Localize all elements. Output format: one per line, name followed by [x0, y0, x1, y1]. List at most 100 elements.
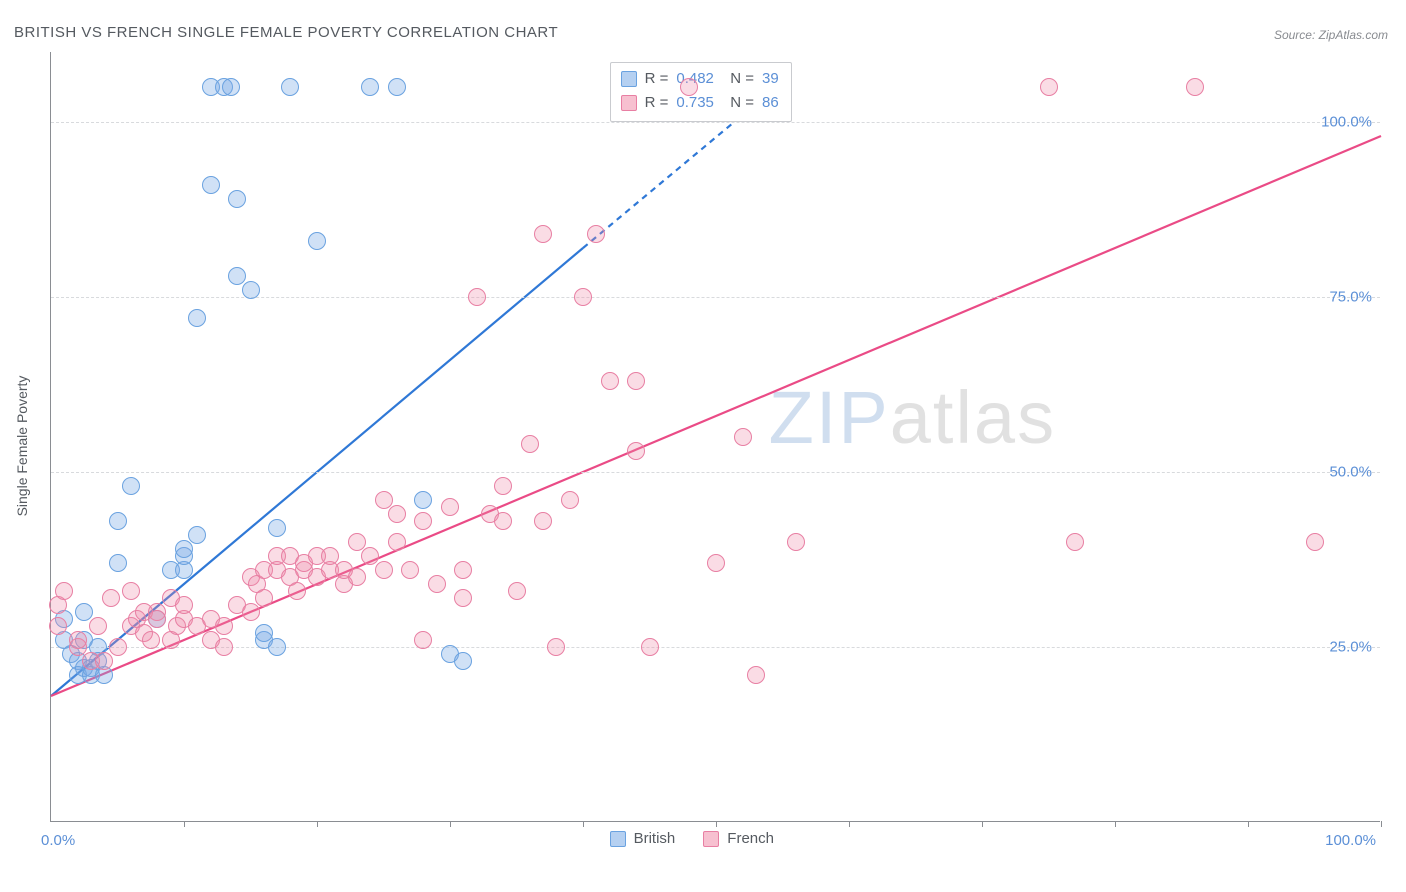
data-point [561, 491, 579, 509]
y-tick-label: 50.0% [1329, 464, 1372, 481]
gridline [51, 647, 1380, 648]
data-point [441, 498, 459, 516]
series-swatch-british [610, 831, 626, 847]
data-point [707, 554, 725, 572]
data-point [228, 190, 246, 208]
data-point [454, 589, 472, 607]
data-point [534, 512, 552, 530]
data-point [1186, 78, 1204, 96]
watermark: ZIPatlas [769, 375, 1056, 460]
data-point [388, 78, 406, 96]
data-point [375, 561, 393, 579]
data-point [281, 78, 299, 96]
data-point [361, 547, 379, 565]
data-point [627, 372, 645, 390]
x-tick [982, 821, 983, 827]
data-point [627, 442, 645, 460]
data-point [122, 477, 140, 495]
data-point [494, 512, 512, 530]
regression-lines [51, 52, 1381, 822]
french-n-value: 86 [762, 91, 779, 115]
data-point [109, 512, 127, 530]
data-point [414, 491, 432, 509]
french-r-value: 0.735 [676, 91, 714, 115]
data-point [734, 428, 752, 446]
data-point [268, 519, 286, 537]
data-point [228, 267, 246, 285]
data-point [494, 477, 512, 495]
data-point [222, 78, 240, 96]
y-tick-label: 100.0% [1321, 114, 1372, 131]
data-point [69, 631, 87, 649]
x-tick [450, 821, 451, 827]
gridline [51, 122, 1380, 123]
series-legend-item-french: French [703, 830, 774, 847]
chart-container: BRITISH VS FRENCH SINGLE FEMALE POVERTY … [0, 0, 1406, 892]
source-attribution: Source: ZipAtlas.com [1274, 28, 1388, 42]
data-point [414, 631, 432, 649]
data-point [1306, 533, 1324, 551]
y-axis-title: Single Female Poverty [14, 376, 30, 517]
data-point [787, 533, 805, 551]
data-point [255, 589, 273, 607]
data-point [747, 666, 765, 684]
data-point [1066, 533, 1084, 551]
series-legend-item-british: British [610, 830, 676, 847]
data-point [361, 78, 379, 96]
stats-legend-row-british: R = 0.482 N = 39 [621, 67, 779, 91]
stats-legend-row-french: R = 0.735 N = 86 [621, 91, 779, 115]
x-axis-max-label: 100.0% [1325, 832, 1376, 849]
data-point [401, 561, 419, 579]
data-point [288, 582, 306, 600]
x-tick [1248, 821, 1249, 827]
data-point [55, 582, 73, 600]
watermark-zip: ZIP [769, 376, 890, 459]
data-point [521, 435, 539, 453]
legend-swatch-french [621, 95, 637, 111]
data-point [454, 652, 472, 670]
series-label-french: French [727, 830, 774, 847]
data-point [388, 533, 406, 551]
data-point [95, 652, 113, 670]
data-point [428, 575, 446, 593]
x-tick [849, 821, 850, 827]
data-point [102, 589, 120, 607]
y-tick-label: 25.0% [1329, 639, 1372, 656]
data-point [508, 582, 526, 600]
data-point [574, 288, 592, 306]
data-point [1040, 78, 1058, 96]
data-point [188, 526, 206, 544]
data-point [308, 232, 326, 250]
stats-legend: R = 0.482 N = 39 R = 0.735 N = 86 [610, 62, 792, 122]
x-tick [184, 821, 185, 827]
data-point [175, 540, 193, 558]
data-point [122, 582, 140, 600]
chart-title: BRITISH VS FRENCH SINGLE FEMALE POVERTY … [14, 24, 558, 41]
gridline [51, 472, 1380, 473]
x-tick [1115, 821, 1116, 827]
data-point [601, 372, 619, 390]
x-tick [317, 821, 318, 827]
british-n-value: 39 [762, 67, 779, 91]
x-axis-min-label: 0.0% [41, 832, 75, 849]
data-point [188, 309, 206, 327]
data-point [587, 225, 605, 243]
x-tick [583, 821, 584, 827]
data-point [348, 568, 366, 586]
x-tick [716, 821, 717, 827]
y-tick-label: 75.0% [1329, 289, 1372, 306]
series-swatch-french [703, 831, 719, 847]
data-point [468, 288, 486, 306]
data-point [454, 561, 472, 579]
data-point [215, 638, 233, 656]
data-point [268, 638, 286, 656]
data-point [414, 512, 432, 530]
series-label-british: British [634, 830, 676, 847]
data-point [534, 225, 552, 243]
data-point [242, 603, 260, 621]
legend-swatch-british [621, 71, 637, 87]
data-point [109, 638, 127, 656]
data-point [680, 78, 698, 96]
data-point [175, 596, 193, 614]
data-point [49, 617, 67, 635]
